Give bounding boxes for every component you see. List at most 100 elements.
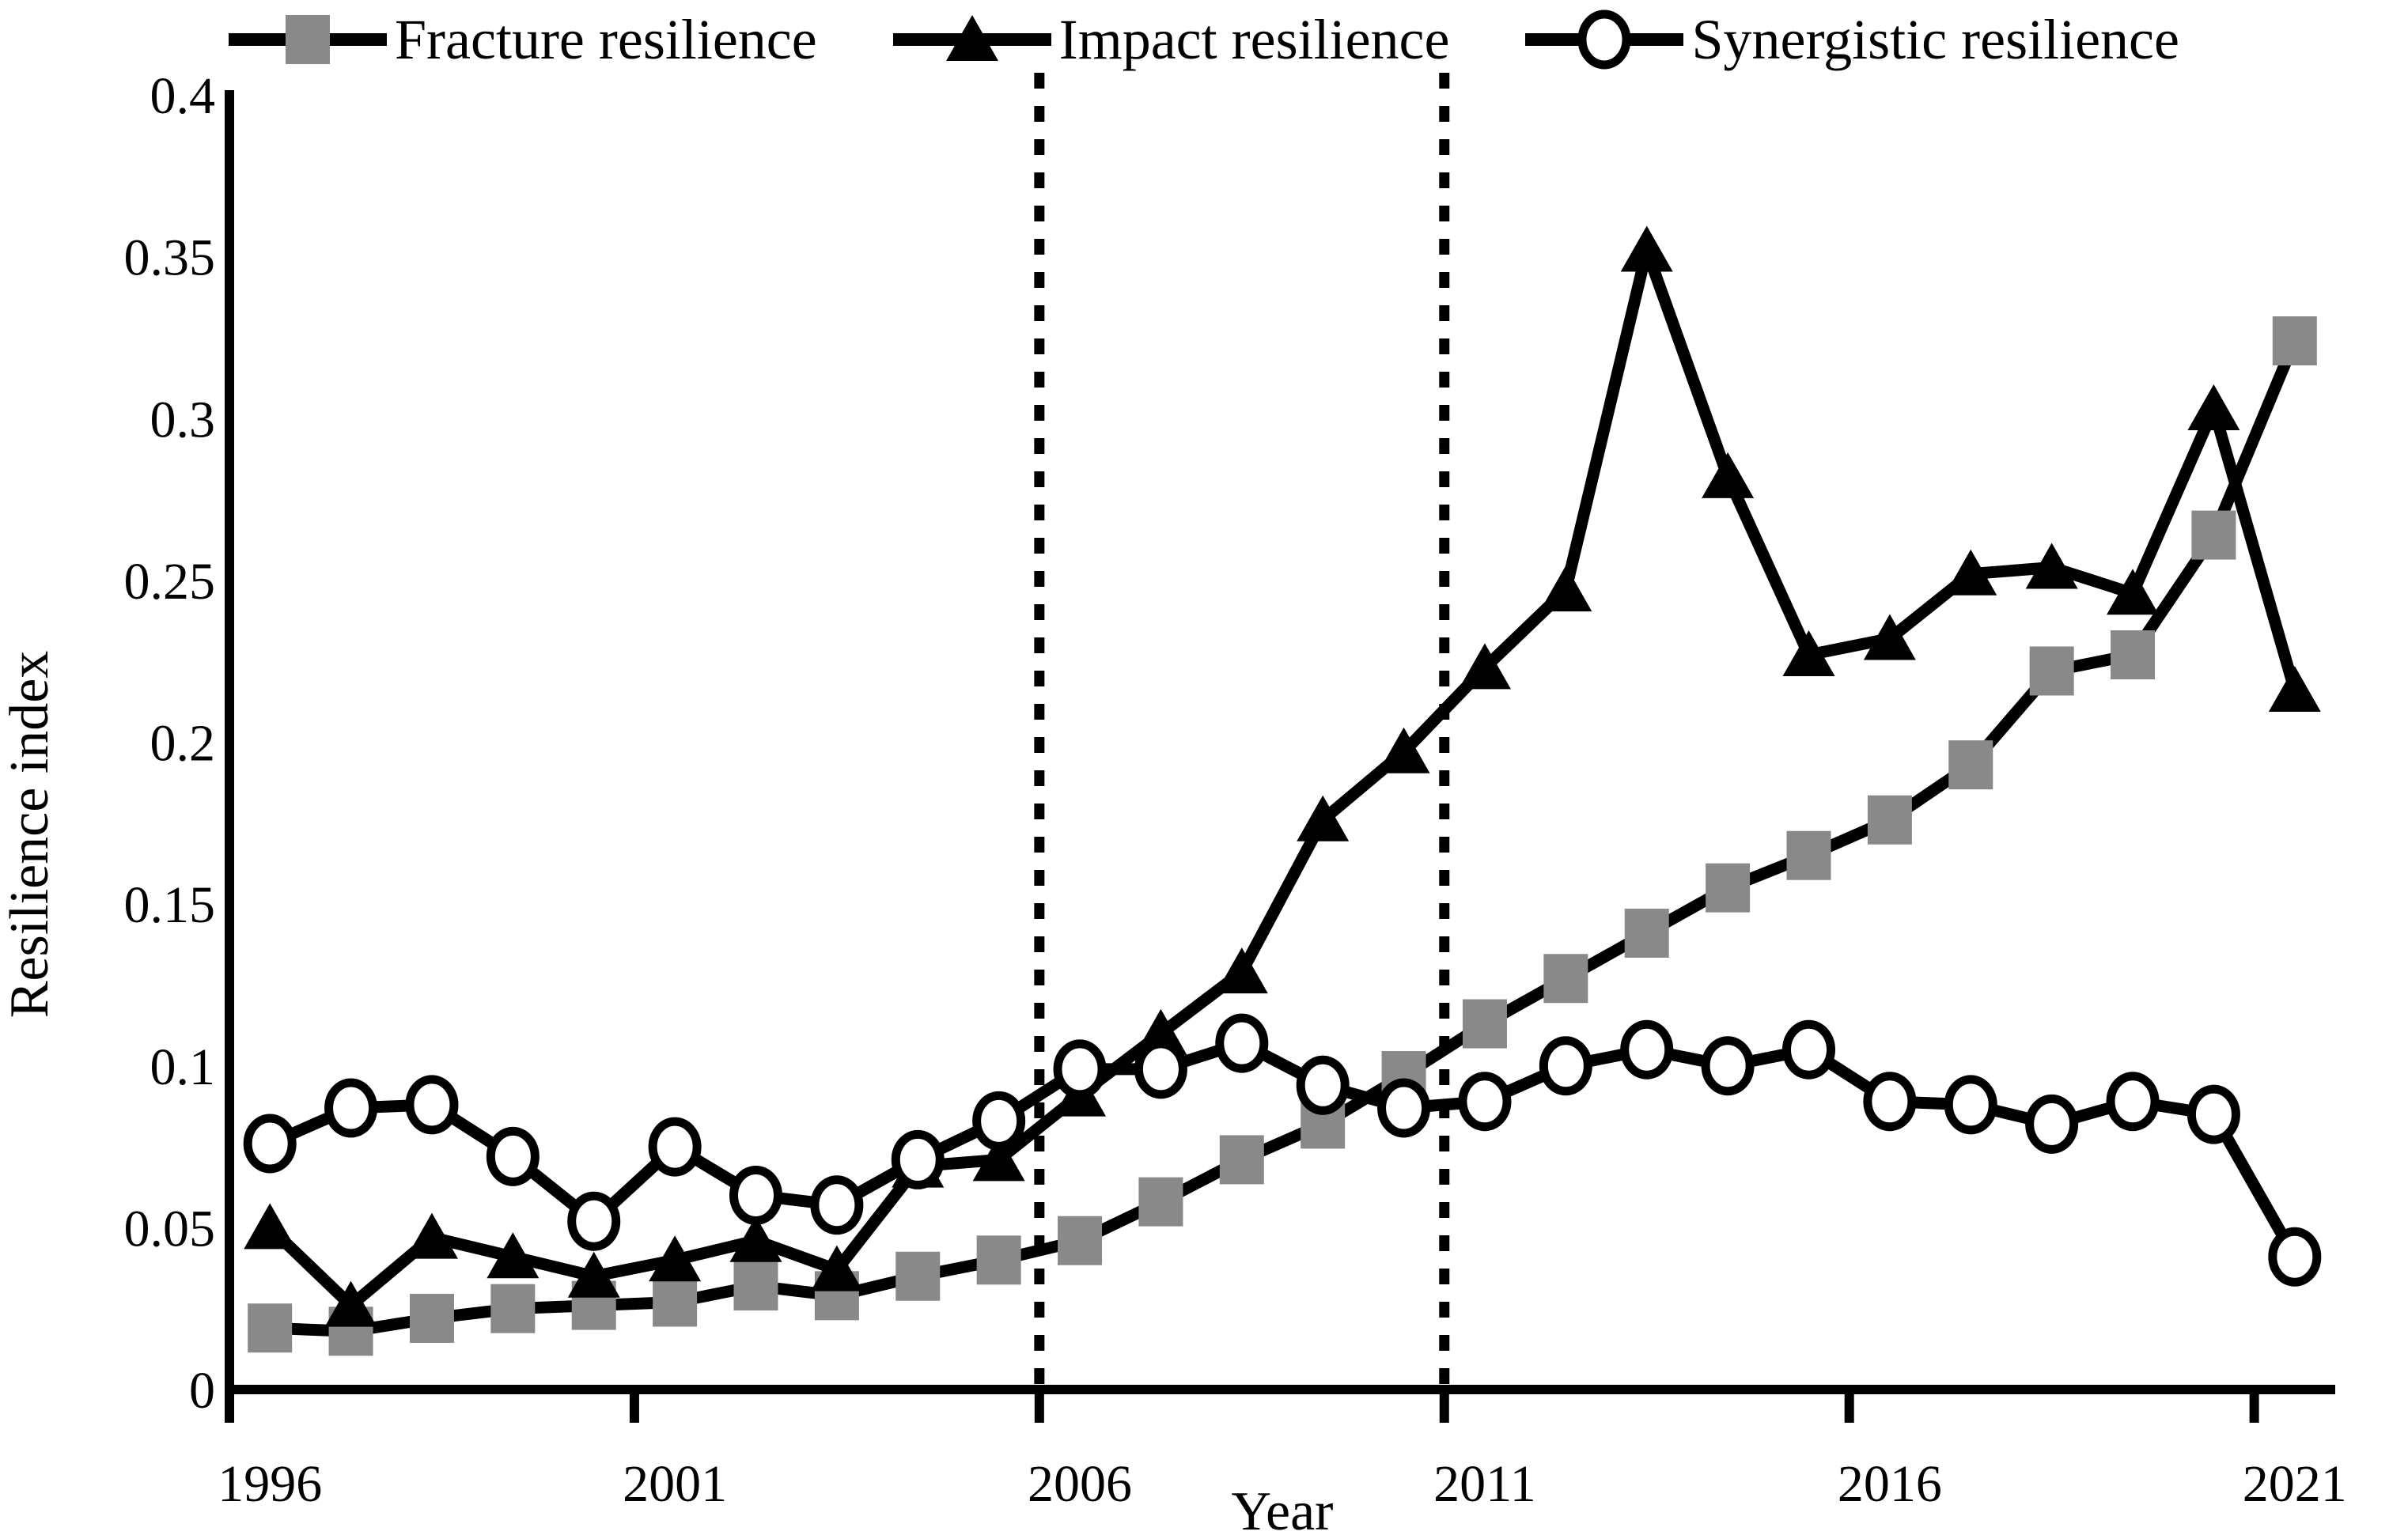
- data-point-marker: [2111, 630, 2156, 680]
- data-point-marker: [810, 1175, 864, 1235]
- data-point-marker: [409, 1293, 454, 1343]
- data-point-marker: [1462, 999, 1507, 1049]
- data-point-marker: [1620, 1019, 1674, 1080]
- chart-legend: Fracture resilience Impact resilience Sy…: [0, 0, 2408, 79]
- data-point-marker: [1377, 1078, 1431, 1138]
- data-point-marker: [487, 1232, 540, 1279]
- data-point-marker: [1138, 1177, 1183, 1227]
- series-line: [269, 338, 2300, 1337]
- legend-item-synergistic: Synergistic resilience: [1525, 3, 2179, 76]
- data-point-marker: [1786, 830, 1831, 880]
- data-point-marker: [2187, 1084, 2240, 1144]
- data-point-marker: [1863, 1072, 1917, 1132]
- data-point-marker: [244, 1203, 297, 1250]
- data-point-marker: [1863, 614, 1916, 660]
- data-point-marker: [1296, 1055, 1350, 1115]
- y-tick-label: 0: [189, 1362, 215, 1420]
- x-tick-label: 2016: [1838, 1455, 1942, 1513]
- y-axis-title: Resilience index: [0, 651, 60, 1019]
- data-point-marker: [1701, 1036, 1755, 1096]
- x-tick-label: 2001: [623, 1455, 727, 1513]
- data-point-marker: [1620, 225, 1673, 272]
- x-axis-title: Year: [1232, 1481, 1334, 1539]
- data-point-marker: [1867, 795, 1912, 845]
- y-tick-label: 0.25: [124, 553, 216, 611]
- data-point-marker: [1624, 908, 1669, 958]
- y-tick-label: 0.05: [124, 1200, 216, 1257]
- data-point-marker: [486, 1126, 540, 1186]
- data-point-marker: [1458, 1072, 1512, 1132]
- data-point-marker: [405, 1075, 459, 1135]
- data-point-marker: [1782, 630, 1835, 677]
- data-point-marker: [1944, 549, 1997, 596]
- x-tick-label: 2021: [2243, 1455, 2347, 1513]
- data-point-marker: [2268, 1227, 2322, 1287]
- data-point-marker: [972, 1091, 1026, 1151]
- data-point-marker: [1458, 643, 1511, 690]
- y-tick-label: 0.3: [150, 391, 216, 448]
- series-synergistic-resilience: [243, 1013, 2322, 1287]
- data-point-marker: [1058, 1216, 1103, 1265]
- data-point-marker: [2025, 543, 2078, 589]
- x-tick-label: 2006: [1028, 1455, 1132, 1513]
- data-point-marker: [567, 1191, 621, 1251]
- y-tick-label: 0.15: [124, 876, 216, 934]
- data-point-marker: [1219, 1135, 1264, 1185]
- data-point-marker: [1215, 947, 1268, 994]
- data-point-marker: [2025, 1094, 2079, 1154]
- data-point-marker: [729, 1216, 782, 1262]
- data-point-marker: [810, 1245, 863, 1291]
- y-tick-label: 0.35: [124, 229, 216, 287]
- legend-label-impact: Impact resilience: [1058, 8, 1450, 71]
- data-point-marker: [490, 1284, 536, 1333]
- data-point-marker: [976, 1235, 1021, 1285]
- data-point-marker: [1948, 740, 1993, 790]
- synergistic-legend-marker-icon: [1525, 9, 1684, 70]
- data-point-marker: [653, 1277, 698, 1327]
- legend-label-fracture: Fracture resilience: [395, 8, 817, 71]
- data-point-marker: [324, 1078, 378, 1138]
- data-point-marker: [1134, 1039, 1187, 1099]
- data-point-marker: [1944, 1075, 1997, 1135]
- x-tick-label: 2011: [1433, 1455, 1536, 1513]
- data-point-marker: [1377, 727, 1430, 773]
- data-point-marker: [1539, 565, 1592, 612]
- fracture-legend-marker-icon: [229, 15, 388, 64]
- data-point-marker: [2268, 666, 2321, 713]
- data-point-marker: [1539, 1036, 1592, 1096]
- data-point-marker: [2106, 1072, 2160, 1132]
- y-tick-label: 0.4: [150, 67, 216, 125]
- data-point-marker: [649, 1235, 702, 1282]
- legend-item-impact: Impact resilience: [892, 3, 1450, 76]
- data-point-marker: [733, 1261, 778, 1311]
- x-tick-label: 1996: [218, 1455, 322, 1513]
- y-tick-label: 0.2: [150, 715, 216, 773]
- data-point-marker: [2187, 384, 2240, 430]
- data-point-marker: [1706, 863, 1751, 913]
- data-point-marker: [1543, 954, 1588, 1004]
- data-point-marker: [2107, 569, 2160, 615]
- data-point-marker: [729, 1165, 782, 1225]
- data-point-marker: [648, 1117, 702, 1177]
- data-point-marker: [324, 1280, 377, 1327]
- data-point-marker: [405, 1212, 458, 1259]
- data-point-marker: [1702, 452, 1755, 498]
- data-point-marker: [243, 1114, 297, 1174]
- data-point-marker: [2029, 646, 2074, 696]
- data-point-marker: [972, 1135, 1025, 1182]
- legend-item-fracture: Fracture resilience: [229, 3, 817, 76]
- legend-label-synergistic: Synergistic resilience: [1691, 8, 2179, 71]
- data-point-marker: [1215, 1013, 1269, 1073]
- impact-legend-marker-icon: [892, 15, 1051, 61]
- y-tick-label: 0.1: [150, 1038, 216, 1096]
- series-impact-resilience: [244, 225, 2321, 1327]
- data-point-marker: [248, 1303, 293, 1353]
- data-point-marker: [2191, 510, 2236, 560]
- data-point-marker: [895, 1251, 941, 1301]
- data-point-marker: [2272, 316, 2317, 366]
- data-point-marker: [1782, 1019, 1835, 1080]
- data-point-marker: [1297, 795, 1350, 841]
